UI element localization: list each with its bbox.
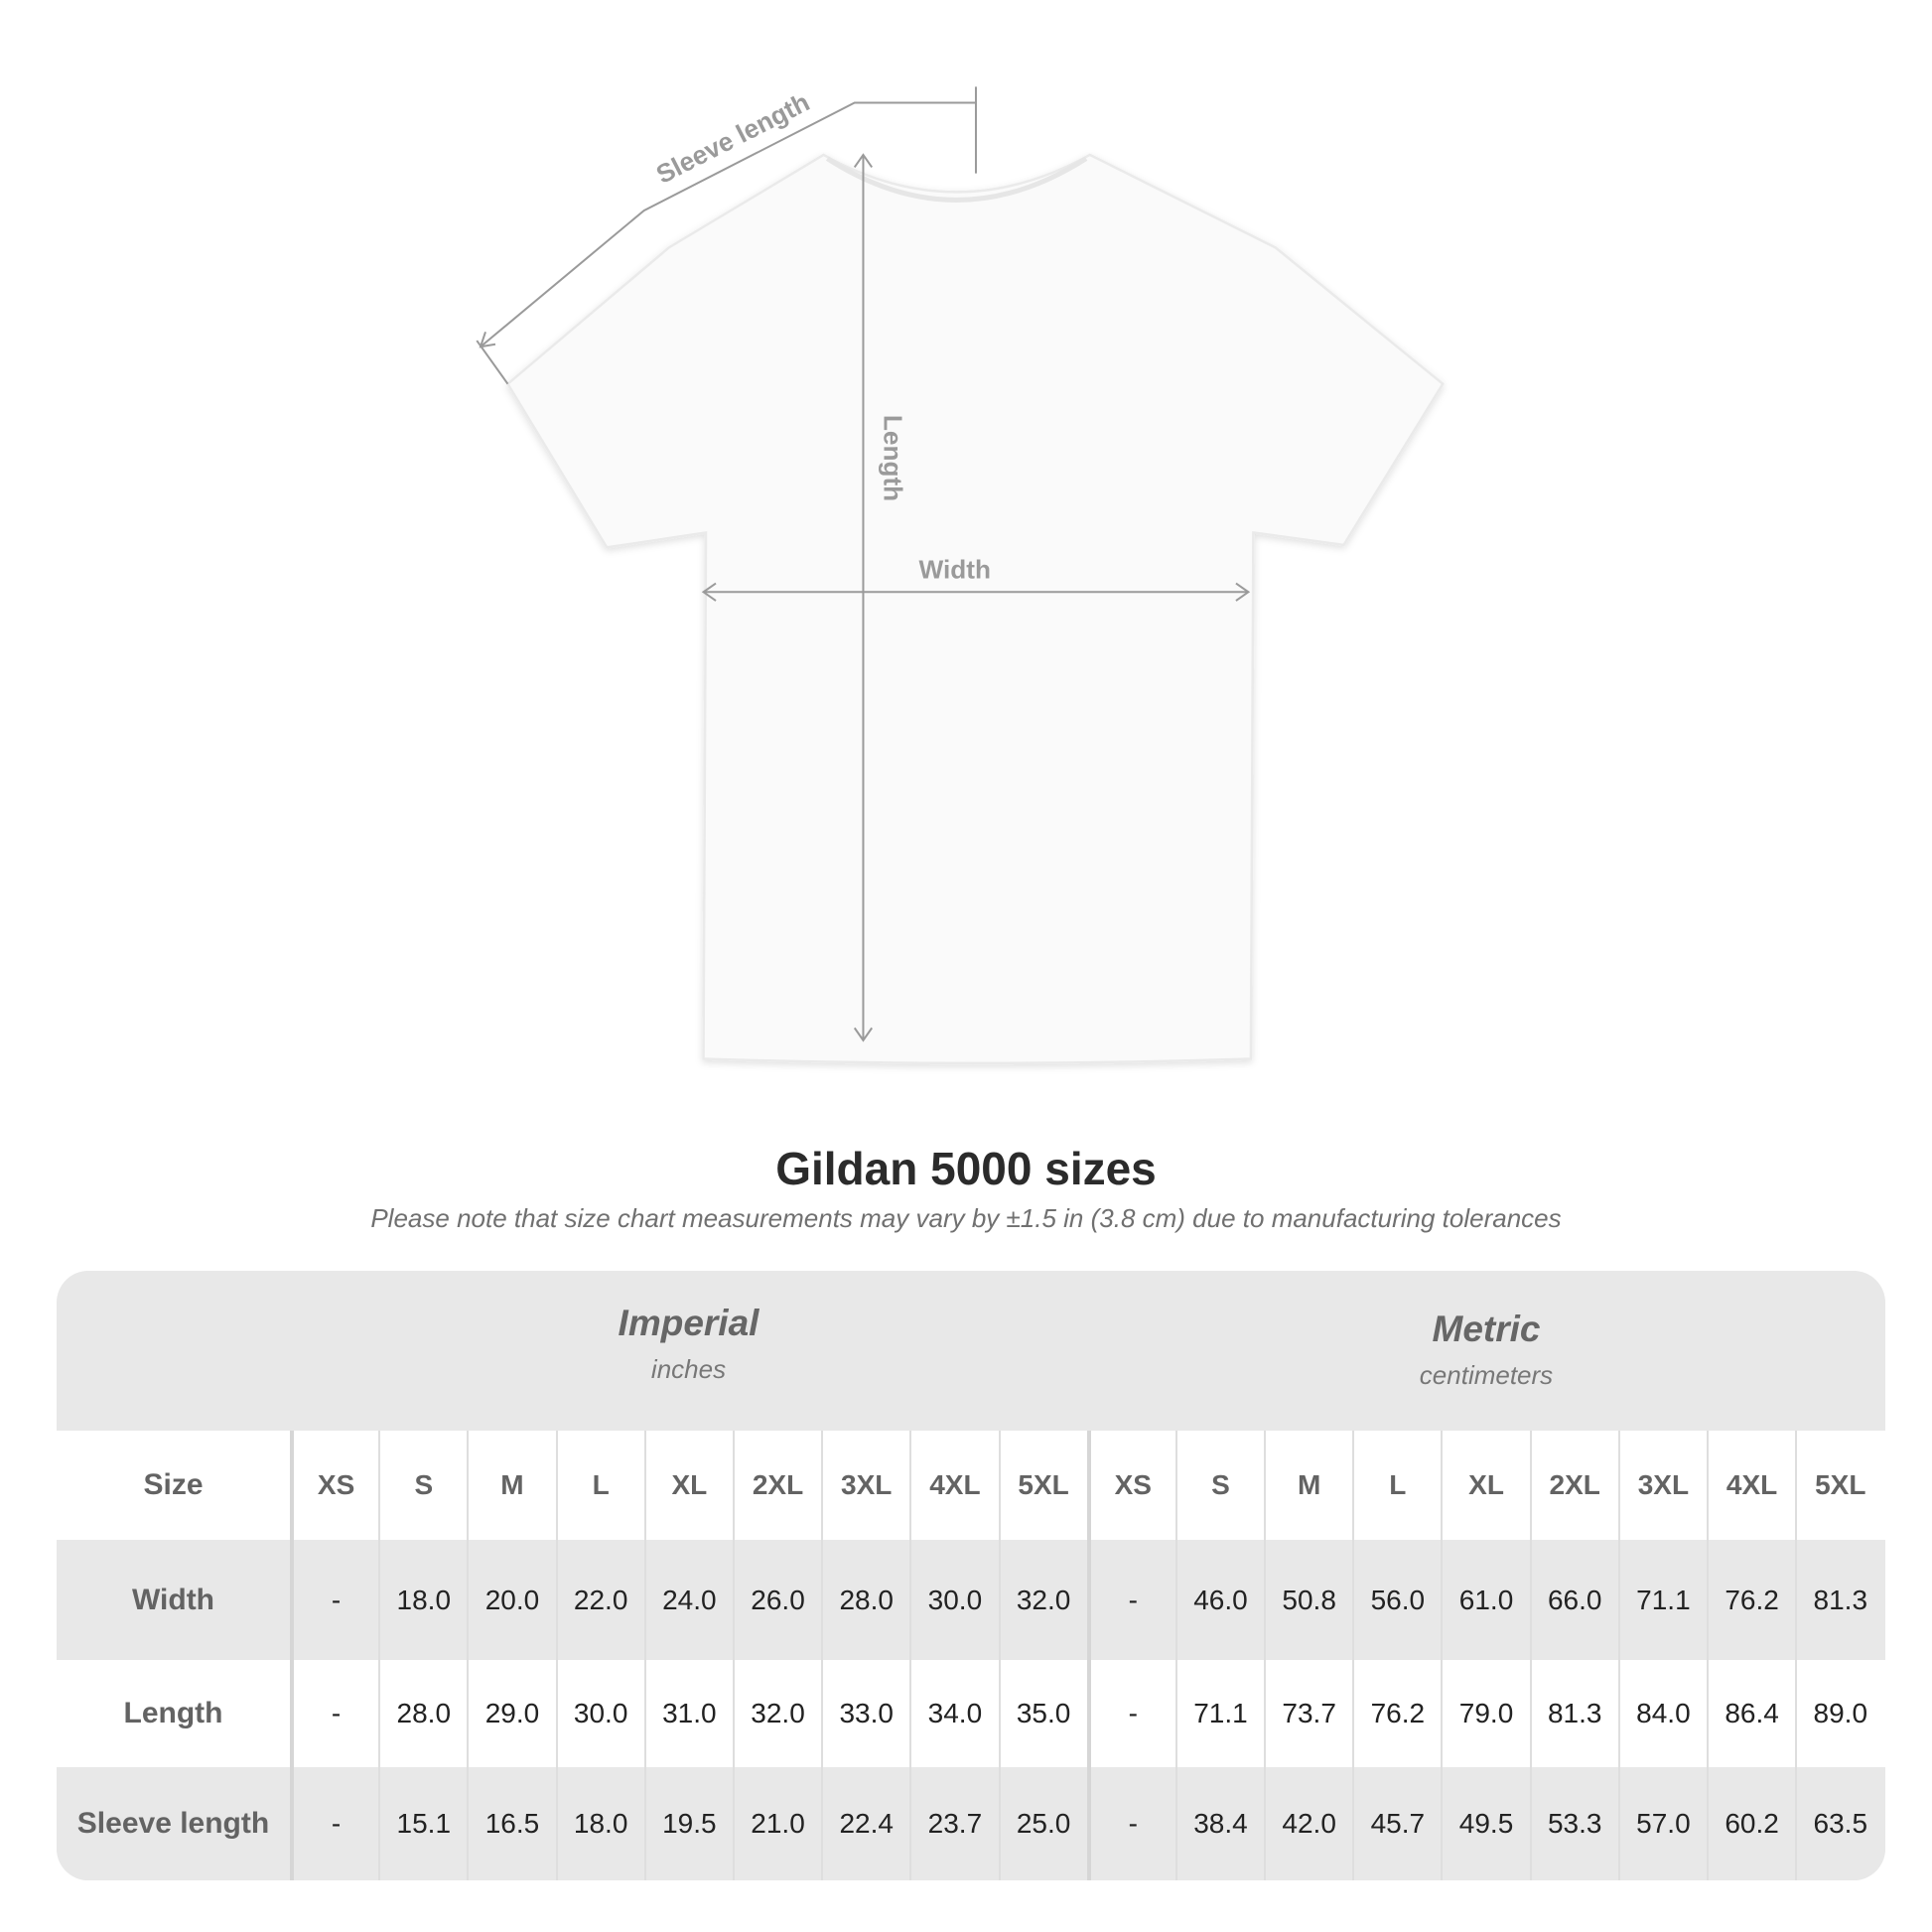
value-cell-imperial: 21.0	[732, 1767, 821, 1880]
value-cell-imperial: 31.0	[643, 1660, 733, 1767]
value-cell-metric: 49.5	[1441, 1767, 1529, 1880]
size-header-metric: S	[1174, 1431, 1264, 1540]
imperial-unit: inches	[650, 1354, 727, 1384]
value-cell-metric: 42.0	[1264, 1767, 1352, 1880]
size-header-imperial: 5XL	[998, 1431, 1087, 1540]
value-cell-metric: 60.2	[1707, 1767, 1795, 1880]
value-cell-metric: 50.8	[1264, 1540, 1352, 1660]
size-header-metric: 4XL	[1707, 1431, 1795, 1540]
value-cell-imperial: 23.7	[909, 1767, 998, 1880]
value-cell-metric: 84.0	[1617, 1660, 1707, 1767]
value-cell-metric: 89.0	[1795, 1660, 1883, 1767]
value-cell-metric: -	[1086, 1660, 1175, 1767]
imperial-header: Imperial inches	[290, 1271, 1087, 1462]
size-header-metric: 5XL	[1795, 1431, 1883, 1540]
sleeve-arrow	[480, 101, 976, 348]
value-cell-imperial: 32.0	[998, 1540, 1087, 1660]
value-cell-metric: 66.0	[1529, 1540, 1618, 1660]
value-cell-imperial: 25.0	[998, 1767, 1087, 1880]
value-cell-imperial: 18.0	[378, 1540, 467, 1660]
table-row: Length -28.0 29.0 30.0 31.0 32.0 33.0 34.0 35.0-…	[57, 1660, 1885, 1767]
tshirt-shape	[505, 153, 1445, 1065]
value-cell-metric: -	[1086, 1540, 1175, 1660]
value-cell-metric: 81.3	[1795, 1540, 1883, 1660]
value-cell-imperial: 28.0	[378, 1660, 467, 1767]
table-row: Sleeve length -15.1 16.5 18.0 19.5 21.0 22.4 23…	[57, 1767, 1885, 1880]
value-cell-metric: 46.0	[1174, 1540, 1264, 1660]
value-cell-imperial: 22.4	[821, 1767, 909, 1880]
value-cell-metric: 53.3	[1529, 1767, 1618, 1880]
size-table: Imperial inches Metric centimeters Size X…	[57, 1271, 1885, 1880]
metric-header: Metric centimeters	[1087, 1271, 1885, 1468]
table-row: Width -18.0 20.0 22.0 24.0 26.0 28.0 30.0 32.0-4…	[57, 1540, 1885, 1660]
chart-title: Gildan 5000 sizes	[775, 1143, 1157, 1194]
value-cell-imperial: 20.0	[467, 1540, 555, 1660]
value-cell-imperial: 30.0	[909, 1540, 998, 1660]
value-cell-imperial: 33.0	[821, 1660, 909, 1767]
value-cell-metric: 73.7	[1264, 1660, 1352, 1767]
value-cell-imperial: 30.0	[555, 1660, 644, 1767]
size-header-metric: 3XL	[1617, 1431, 1707, 1540]
metric-title: Metric	[1432, 1309, 1541, 1349]
value-cell-metric: 79.0	[1441, 1660, 1529, 1767]
row-label: Width	[131, 1583, 215, 1616]
value-cell-imperial: 15.1	[378, 1767, 467, 1880]
value-cell-metric: 81.3	[1529, 1660, 1618, 1767]
size-header-metric: L	[1352, 1431, 1441, 1540]
value-cell-imperial: 16.5	[467, 1767, 555, 1880]
value-cell-imperial: 28.0	[821, 1540, 909, 1660]
value-cell-metric: 61.0	[1441, 1540, 1529, 1660]
value-cell-imperial: -	[290, 1767, 378, 1880]
value-cell-imperial: 22.0	[555, 1540, 644, 1660]
value-cell-imperial: 34.0	[909, 1660, 998, 1767]
size-header-metric: XL	[1441, 1431, 1529, 1540]
value-cell-imperial: 26.0	[732, 1540, 821, 1660]
size-header-row: Size XS S M L XL 2XL 3XL 4XL 5XL XS S M L XL 2XL 3XL 4XL 5…	[57, 1431, 1885, 1540]
tolerance-note: Please note that size chart measurements…	[370, 1203, 1562, 1233]
value-cell-imperial: -	[290, 1660, 378, 1767]
value-cell-metric: 38.4	[1174, 1767, 1264, 1880]
size-header-metric: XS	[1086, 1431, 1175, 1540]
value-cell-imperial: 35.0	[998, 1660, 1087, 1767]
row-label: Length	[123, 1697, 223, 1729]
value-cell-metric: 86.4	[1707, 1660, 1795, 1767]
value-cell-imperial: 29.0	[467, 1660, 555, 1767]
length-label: Length	[879, 415, 908, 501]
value-cell-imperial: -	[290, 1540, 378, 1660]
value-cell-metric: 63.5	[1795, 1767, 1883, 1880]
value-cell-metric: 76.2	[1352, 1660, 1441, 1767]
value-cell-imperial: 32.0	[732, 1660, 821, 1767]
value-cell-metric: 71.1	[1174, 1660, 1264, 1767]
size-header-imperial: L	[555, 1431, 644, 1540]
size-header-metric: 2XL	[1529, 1431, 1618, 1540]
metric-unit: centimeters	[1419, 1360, 1554, 1390]
value-cell-imperial: 19.5	[643, 1767, 733, 1880]
row-label: Size	[143, 1468, 204, 1501]
value-cell-metric: 71.1	[1617, 1540, 1707, 1660]
value-cell-metric: 76.2	[1707, 1540, 1795, 1660]
collar-seam	[825, 156, 1088, 203]
size-header-imperial: S	[378, 1431, 467, 1540]
row-label: Sleeve length	[76, 1807, 270, 1840]
value-cell-metric: 56.0	[1352, 1540, 1441, 1660]
value-cell-metric: 45.7	[1352, 1767, 1441, 1880]
value-cell-imperial: 18.0	[555, 1767, 644, 1880]
width-label: Width	[919, 555, 991, 585]
size-header-imperial: 3XL	[821, 1431, 909, 1540]
imperial-title: Imperial	[618, 1303, 759, 1343]
size-header-imperial: 4XL	[909, 1431, 998, 1540]
size-header-imperial: 2XL	[732, 1431, 821, 1540]
size-header-metric: M	[1264, 1431, 1352, 1540]
size-header-imperial: XL	[643, 1431, 733, 1540]
size-header-imperial: M	[467, 1431, 555, 1540]
value-cell-metric: -	[1086, 1767, 1175, 1880]
size-header-imperial: XS	[290, 1431, 378, 1540]
value-cell-metric: 57.0	[1617, 1767, 1707, 1880]
value-cell-imperial: 24.0	[643, 1540, 733, 1660]
